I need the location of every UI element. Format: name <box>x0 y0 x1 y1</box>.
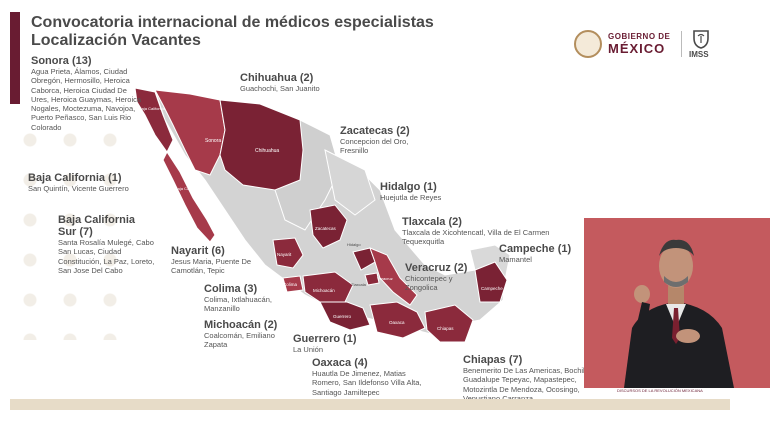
state-block-baja-california-sur: Baja California Sur (7) Santa Rosalía Mu… <box>58 214 156 275</box>
map-state-oaxaca <box>369 301 426 339</box>
state-cities: Mamantel <box>499 255 532 264</box>
state-name: Chiapas (7) <box>463 354 523 366</box>
state-name: Oaxaca (4) <box>312 357 368 369</box>
map-label-zacatecas: Zacatecas <box>315 226 337 231</box>
map-label-baja-california-sur: Baja California Sur <box>175 186 209 191</box>
state-cities: Santa Rosalía Mulegé, Cabo San Lucas, Ci… <box>58 238 155 275</box>
map-label-oaxaca: Oaxaca <box>389 320 405 325</box>
map-label-colima: Colima <box>283 282 298 287</box>
map-state-chiapas <box>424 304 474 343</box>
map-label-nayarit: Nayarit <box>277 252 292 257</box>
state-block-zacatecas: Zacatecas (2) Concepcion del Oro, Fresni… <box>340 125 430 156</box>
slide-title: Convocatoria internacional de médicos es… <box>31 14 434 31</box>
state-name: Baja California (1) <box>28 172 122 184</box>
map-label-baja-california: Baja California <box>139 106 166 111</box>
state-name: Guerrero (1) <box>293 333 357 345</box>
map-label-michoacan: Michoacán <box>313 288 335 293</box>
map-state-tlaxcala <box>364 272 380 286</box>
state-block-nayarit: Nayarit (6) Jesus Maria, Puente De Camot… <box>171 245 266 276</box>
map-state-veracruz <box>369 247 418 306</box>
map-state-nayarit <box>272 237 304 269</box>
logo-divider <box>681 31 682 57</box>
state-cities: Jesus Maria, Puente De Camotlán, Tepic <box>171 257 252 276</box>
map-state-guerrero <box>319 301 371 331</box>
map-region-north <box>324 149 376 216</box>
state-name: Hidalgo (1) <box>380 181 437 193</box>
map-state-campeche <box>474 261 508 303</box>
state-name: Tlaxcala (2) <box>402 216 462 228</box>
map-label-tlaxcala: Tlaxcala <box>351 282 367 287</box>
state-name: Veracruz (2) <box>405 262 468 274</box>
map-label-chihuahua: Chihuahua <box>255 148 279 154</box>
interpreter-figure <box>624 239 734 388</box>
state-cities: La Unión <box>293 345 324 354</box>
state-name: Nayarit (6) <box>171 245 225 257</box>
map-label-campeche: Campeche <box>481 286 503 291</box>
map-label-hidalgo: Hidalgo <box>347 242 361 247</box>
state-block-veracruz: Veracruz (2) Chicontepec y Zongolica <box>405 262 480 293</box>
state-block-michoacan: Michoacán (2) Coalcomán, Emiliano Zapata <box>204 319 294 350</box>
state-block-chiapas: Chiapas (7) Benemerito De Las Americas, … <box>463 354 587 403</box>
footer-caption: DISCURSOS DE LA REVOLUCIÓN MEXICANA <box>617 388 703 393</box>
map-state-chihuahua <box>219 99 304 191</box>
state-block-baja-california: Baja California (1) San Quintín, Vicente… <box>28 172 138 193</box>
state-cities: Agua Prieta, Álamos, Ciudad Obregón, Her… <box>31 67 142 132</box>
state-cities: Concepcion del Oro, Fresnillo <box>340 137 409 156</box>
state-name: Michoacán (2) <box>204 319 278 331</box>
state-cities: Benemerito De Las Americas, Bochil, Guad… <box>463 366 587 403</box>
mexico-map: Sonora Chihuahua Baja California Baja Ca… <box>134 87 511 343</box>
state-block-campeche: Campeche (1) Mamantel <box>499 243 579 264</box>
map-state-sonora <box>154 89 226 176</box>
state-name: Campeche (1) <box>499 243 572 255</box>
state-cities: Chicontepec y Zongolica <box>405 274 453 293</box>
map-label-veracruz: Veracruz <box>377 276 393 281</box>
sign-language-interpreter-video <box>584 218 770 388</box>
state-name: Colima (3) <box>204 283 258 295</box>
state-name: Sonora (13) <box>31 55 92 67</box>
state-block-oaxaca: Oaxaca (4) Huautla De Jimenez, Matias Ro… <box>312 357 430 397</box>
decorative-pattern <box>0 110 120 340</box>
logo-line2: MÉXICO <box>608 41 666 56</box>
state-name: Zacatecas (2) <box>340 125 410 137</box>
coat-of-arms-icon <box>574 30 602 58</box>
state-cities: Huautla De Jimenez, Matias Romero, San I… <box>312 369 422 397</box>
map-state-colima <box>282 275 304 293</box>
map-label-sonora: Sonora <box>205 138 221 144</box>
state-block-tlaxcala: Tlaxcala (2) Tlaxcala de Xicohtencatl, V… <box>402 216 552 247</box>
state-cities: Colima, Ixtlahuacán, Manzanillo <box>204 295 272 314</box>
imss-eagle-icon <box>693 30 709 49</box>
state-block-hidalgo: Hidalgo (1) Huejutla de Reyes <box>380 181 480 202</box>
state-cities: Huejutla de Reyes <box>380 193 442 202</box>
state-cities: San Quintín, Vicente Guerrero <box>28 184 129 193</box>
gobierno-imss-logo: GOBIERNO DE MÉXICO IMSS <box>574 28 724 64</box>
map-label-chiapas: Chiapas <box>437 326 454 331</box>
imss-label: IMSS <box>689 50 709 59</box>
slide-footer-bar <box>10 399 730 410</box>
map-state-zacatecas <box>309 204 348 249</box>
map-state-baja-california-sur <box>162 150 216 243</box>
state-cities: Guachochi, San Juanito <box>240 84 320 93</box>
title-accent-bar <box>10 12 20 104</box>
state-name: Chihuahua (2) <box>240 72 314 84</box>
logo-line1: GOBIERNO DE <box>608 32 671 41</box>
state-cities: Coalcomán, Emiliano Zapata <box>204 331 275 350</box>
state-name: Baja California Sur (7) <box>58 214 136 238</box>
slide-subtitle: Localización Vacantes <box>31 32 201 49</box>
state-block-chihuahua: Chihuahua (2) Guachochi, San Juanito <box>240 72 360 93</box>
state-block-guerrero: Guerrero (1) La Unión <box>293 333 373 354</box>
state-block-colima: Colima (3) Colima, Ixtlahuacán, Manzanil… <box>204 283 289 314</box>
state-cities: Tlaxcala de Xicohtencatl, Villa de El Ca… <box>402 228 550 247</box>
map-label-guerrero: Guerrero <box>333 314 352 319</box>
state-block-sonora: Sonora (13) Agua Prieta, Álamos, Ciudad … <box>31 55 146 132</box>
